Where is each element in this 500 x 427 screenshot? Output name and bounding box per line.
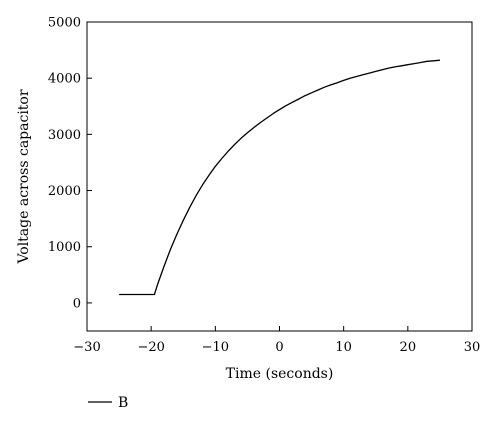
y-tick-label: 0 (73, 296, 81, 311)
x-tick-label: 10 (335, 340, 352, 355)
y-tick-label: 1000 (48, 240, 81, 255)
x-axis-title: Time (seconds) (226, 366, 334, 382)
x-tick-label: 30 (464, 340, 481, 355)
x-tick-label: −30 (73, 340, 100, 355)
x-axis-ticks: −30 −20 −10 0 10 20 30 (73, 326, 480, 355)
plot-area (86, 21, 473, 332)
legend-label-b: B (118, 395, 128, 411)
series-layer (119, 59, 440, 296)
y-axis-title: Voltage across capacitor (16, 89, 32, 264)
y-tick-label: 2000 (48, 184, 81, 199)
legend: B (88, 395, 128, 411)
x-tick-label: 20 (400, 340, 417, 355)
plot-frame (86, 21, 473, 332)
series-line-b (119, 59, 440, 296)
y-tick-label: 5000 (48, 16, 81, 31)
x-tick-label: −20 (137, 340, 164, 355)
y-tick-label: 3000 (48, 128, 81, 143)
x-tick-label: 0 (275, 340, 283, 355)
y-tick-label: 4000 (48, 72, 81, 87)
x-tick-label: −10 (202, 340, 229, 355)
y-axis-ticks: 0 1000 2000 3000 4000 5000 (48, 16, 92, 311)
